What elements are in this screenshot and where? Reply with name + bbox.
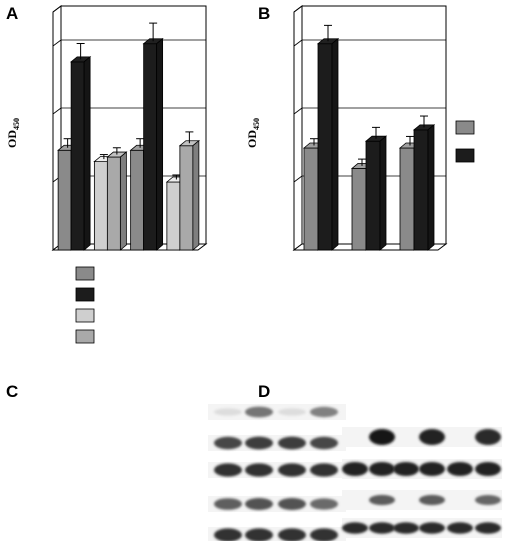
bar-front — [93, 161, 108, 251]
bar-front — [130, 149, 145, 251]
blot-band — [369, 522, 395, 534]
blot-band — [310, 436, 338, 450]
gridline-side — [293, 175, 303, 183]
blot-band — [447, 522, 473, 534]
bar-side — [331, 37, 339, 251]
bar-front — [413, 129, 429, 251]
bar-side — [83, 56, 91, 251]
blot-band — [245, 436, 273, 450]
chart-b-legend — [455, 120, 475, 163]
bar-side — [192, 139, 200, 251]
blot-band — [419, 522, 445, 534]
legend-swatch — [75, 287, 95, 302]
blot-band — [310, 463, 338, 477]
bar-side — [119, 151, 127, 251]
bar-front — [57, 149, 72, 251]
chart-a-bars — [57, 22, 200, 251]
bar-front — [317, 43, 333, 251]
chart-b-y-axis-label-sub: 450 — [252, 118, 261, 130]
bar-side — [156, 37, 164, 251]
bar-front — [351, 167, 367, 251]
blot-band — [214, 463, 242, 477]
western-blot-c — [208, 404, 346, 541]
legend-swatch — [455, 120, 475, 135]
blot-band — [214, 528, 242, 541]
chart-b-y-axis-label: OD450 — [245, 118, 261, 148]
blot-band — [475, 462, 501, 476]
bar-front — [365, 140, 381, 251]
chart-b: OD450 — [245, 5, 475, 251]
gridline-side — [52, 39, 62, 47]
blot-band — [475, 495, 501, 505]
blot-band — [278, 463, 306, 477]
blot-band — [245, 528, 273, 541]
bar-side — [427, 124, 435, 251]
blot-band — [369, 494, 395, 506]
blot-band — [278, 498, 306, 510]
legend-swatch — [455, 148, 475, 163]
blot-strip — [208, 404, 346, 420]
blot-band — [393, 522, 419, 534]
legend-swatch — [75, 308, 95, 323]
blot-band — [278, 528, 306, 541]
blot-band — [447, 462, 473, 476]
gridline-side — [293, 107, 303, 115]
chart-a-y-axis-label: OD450 — [5, 118, 21, 148]
bar-front — [303, 147, 319, 251]
blot-band — [342, 522, 368, 534]
panel-letter-d: D — [258, 382, 270, 401]
panel-letter-a: A — [6, 4, 18, 23]
blot-band — [419, 429, 445, 445]
blot-band — [310, 498, 338, 510]
chart-a: OD450 — [5, 5, 208, 344]
blot-band — [214, 408, 242, 416]
chart-b-y-axis-label-main: OD — [245, 130, 259, 148]
chart-a-y-axis-label-main: OD — [5, 130, 19, 148]
western-blot-d — [342, 427, 502, 538]
blot-strip — [208, 435, 346, 451]
legend-swatch — [75, 266, 95, 281]
chart-b-bars — [302, 24, 436, 251]
panel-letter-b: B — [258, 4, 270, 23]
gridline-side — [52, 5, 62, 13]
blot-band — [214, 498, 242, 510]
bar-front — [399, 147, 415, 251]
blot-band — [475, 429, 501, 445]
bar-front — [106, 156, 121, 251]
bar-front — [70, 61, 85, 251]
blot-band — [419, 494, 445, 506]
bar-side — [379, 135, 387, 251]
blot-band — [310, 406, 338, 418]
blot-band — [245, 463, 273, 477]
chart-a-y-axis-label-sub: 450 — [12, 118, 21, 130]
blot-band — [245, 406, 273, 418]
blot-band — [369, 429, 395, 445]
legend-swatch — [75, 329, 95, 344]
blot-band — [278, 436, 306, 450]
blot-strip — [208, 496, 346, 512]
blot-band — [245, 498, 273, 510]
panel-letter-c: C — [6, 382, 18, 401]
blot-band — [369, 462, 395, 476]
blot-band — [214, 436, 242, 450]
gridline-side — [52, 107, 62, 115]
gridline-side — [293, 5, 303, 13]
blot-band — [393, 462, 419, 476]
blot-band — [310, 528, 338, 541]
blot-band — [342, 462, 368, 476]
bar-front — [143, 43, 158, 251]
blot-strip — [208, 462, 346, 478]
blot-band — [278, 408, 306, 416]
bar-front — [166, 181, 181, 251]
chart-a-legend — [75, 266, 95, 344]
blot-band — [419, 462, 445, 476]
bar-front — [179, 145, 194, 251]
blot-band — [475, 522, 501, 534]
gridline-side — [293, 39, 303, 47]
